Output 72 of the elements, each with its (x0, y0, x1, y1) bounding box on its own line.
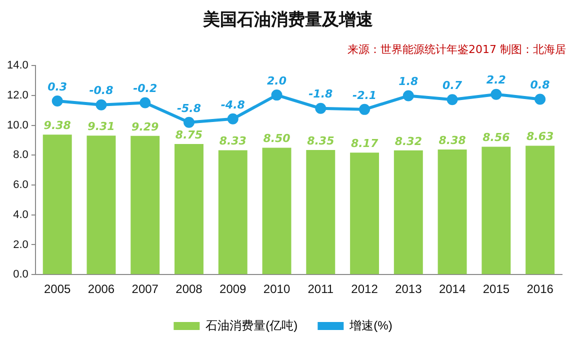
bar (86, 136, 116, 274)
x-tick-label: 2010 (263, 282, 290, 296)
x-tick-label: 2016 (526, 282, 554, 296)
x-tick-label: 2011 (308, 282, 334, 296)
point (490, 88, 502, 100)
data-label: 8.33 (219, 134, 247, 148)
x-tick-label: 2013 (395, 282, 422, 296)
y-tick-label: 6.0 (13, 179, 28, 192)
data-label: 8.63 (526, 130, 554, 144)
data-label: 9.31 (88, 120, 115, 133)
bar (218, 150, 248, 274)
x-tick-label: 2009 (220, 282, 247, 296)
chart-title: 美国石油消费量及增速 (202, 9, 374, 31)
y-tick-label: 4.0 (13, 208, 28, 221)
bar (262, 148, 292, 274)
y-tick-label: 2.0 (13, 238, 28, 251)
data-label: 0.7 (442, 78, 462, 92)
data-label: 8.32 (394, 134, 422, 148)
data-label: 8.17 (350, 136, 378, 150)
source-note: 来源：世界能源统计年鉴2017 制图：北海居 (348, 42, 566, 57)
point (227, 113, 238, 124)
data-label: 9.29 (132, 120, 160, 134)
point (534, 94, 546, 105)
bar (130, 136, 160, 274)
legend-label: 增速(%) (348, 318, 392, 332)
point (184, 116, 194, 128)
y-tick-label: 8.0 (13, 149, 28, 162)
bar (438, 150, 467, 274)
data-label: -1.8 (308, 88, 334, 101)
data-label: 8.50 (263, 132, 291, 146)
point (140, 97, 151, 108)
x-tick-label: 2006 (88, 282, 115, 296)
data-label: -2.1 (352, 88, 377, 102)
bar (526, 146, 555, 274)
bar (174, 144, 204, 274)
data-label: 8.35 (307, 134, 335, 148)
data-label: -0.2 (133, 82, 158, 96)
data-label: -5.8 (176, 102, 202, 115)
y-tick-label: 14.0 (6, 60, 28, 72)
legend-label: 石油消费量(亿吨) (206, 318, 298, 332)
x-tick-label: 2005 (44, 282, 72, 296)
x-tick-label: 2014 (438, 282, 466, 296)
x-tick-label: 2012 (351, 282, 378, 296)
point (446, 94, 458, 106)
point (271, 90, 282, 101)
data-label: 0.8 (530, 78, 550, 92)
y-tick-label: 10.0 (6, 119, 28, 132)
point (96, 99, 107, 110)
data-label: 2.2 (486, 74, 506, 87)
x-tick-label: 2007 (132, 282, 159, 296)
bar (42, 134, 72, 274)
data-label: 2.0 (267, 74, 287, 88)
point (315, 102, 326, 114)
data-label: 8.56 (482, 131, 510, 144)
bar (394, 150, 423, 274)
data-label: 0.3 (48, 80, 68, 94)
bar (350, 152, 380, 274)
data-label: 1.8 (398, 75, 418, 88)
data-label: -0.8 (89, 84, 114, 98)
x-tick-label: 2015 (482, 282, 510, 296)
point (359, 104, 370, 115)
data-label: -4.8 (220, 98, 246, 112)
y-tick-label: 12.0 (6, 89, 28, 102)
data-label: 9.38 (44, 118, 72, 132)
point (402, 90, 414, 102)
bar (306, 150, 336, 274)
data-label: 8.75 (175, 128, 203, 142)
point (52, 96, 63, 107)
bar (482, 146, 511, 274)
x-tick-label: 2008 (176, 282, 203, 296)
data-label: 8.38 (438, 134, 466, 147)
y-tick-label: 0.0 (13, 268, 28, 281)
